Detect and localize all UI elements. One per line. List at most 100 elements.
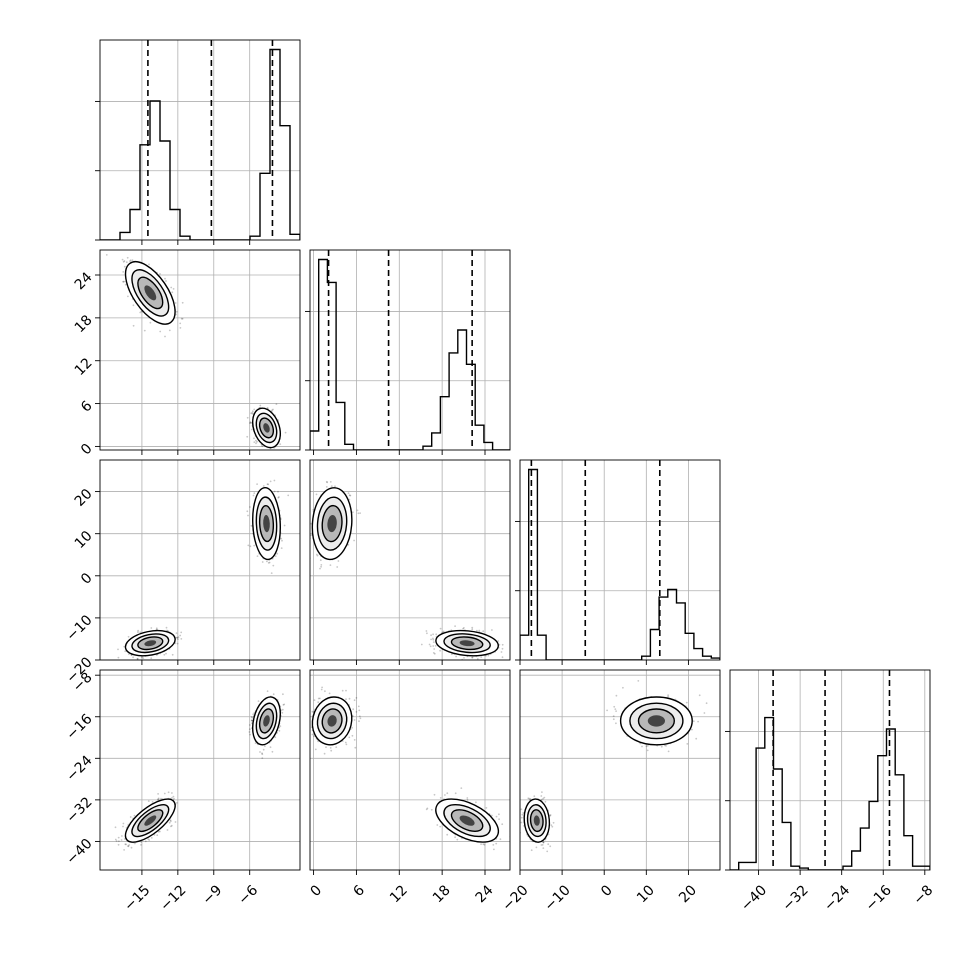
sample-point-2-1 xyxy=(432,641,435,643)
sample-point-1-0 xyxy=(159,273,161,275)
sample-point-3-0 xyxy=(121,835,123,837)
sample-point-1-0 xyxy=(174,302,177,304)
sample-point-2-0 xyxy=(177,636,180,639)
sample-point-2-1 xyxy=(433,652,436,655)
sample-point-2-0 xyxy=(136,657,139,660)
sample-point-2-1 xyxy=(329,564,332,566)
sample-point-1-0 xyxy=(251,411,254,414)
sample-point-3-0 xyxy=(140,841,143,843)
sample-point-2-1 xyxy=(359,512,361,514)
sample-point-2-1 xyxy=(435,633,438,636)
sample-point-1-0 xyxy=(129,259,132,262)
sample-point-2-1 xyxy=(463,627,465,629)
sample-point-2-1 xyxy=(480,662,482,664)
sample-point-2-1 xyxy=(501,656,504,659)
sample-point-2-0 xyxy=(287,494,290,497)
sample-point-1-0 xyxy=(175,310,178,313)
sample-point-3-0 xyxy=(130,846,133,849)
sample-point-1-0 xyxy=(143,329,146,332)
sample-point-2-0 xyxy=(176,636,178,639)
sample-point-1-0 xyxy=(270,451,272,453)
sample-point-2-0 xyxy=(176,636,179,639)
sample-point-2-1 xyxy=(325,486,328,488)
sample-point-1-0 xyxy=(124,283,127,286)
sample-point-2-0 xyxy=(273,490,276,493)
sample-point-3-0 xyxy=(160,797,162,800)
panel-frame-1-1 xyxy=(309,249,511,451)
sample-point-2-1 xyxy=(329,481,332,483)
sample-point-1-0 xyxy=(122,280,125,283)
sample-point-2-0 xyxy=(274,555,277,557)
histogram-2 xyxy=(520,468,720,660)
sample-point-3-0 xyxy=(134,842,136,845)
sample-point-1-0 xyxy=(255,439,257,442)
sample-point-3-0 xyxy=(115,840,118,842)
sample-point-1-0 xyxy=(275,403,278,405)
scatter-3-0 xyxy=(114,690,286,851)
sample-point-2-1 xyxy=(315,553,318,556)
sample-point-3-0 xyxy=(117,836,120,839)
sample-point-2-0 xyxy=(280,547,283,549)
panel-frame-2-1 xyxy=(309,459,511,661)
sample-point-2-1 xyxy=(475,660,477,662)
sample-point-2-0 xyxy=(175,632,178,634)
panel-2-1 xyxy=(309,459,511,665)
density-contour-2-1-1-3 xyxy=(327,515,337,533)
sample-point-2-1 xyxy=(425,630,428,632)
sample-point-2-0 xyxy=(273,479,276,482)
sample-point-3-0 xyxy=(133,814,136,817)
sample-point-2-0 xyxy=(283,524,286,527)
sample-point-2-1 xyxy=(357,512,360,515)
panel-1-1 xyxy=(305,249,511,455)
sample-point-3-0 xyxy=(168,821,171,824)
sample-point-1-0 xyxy=(132,324,135,327)
sample-point-1-0 xyxy=(127,295,129,298)
sample-point-3-0 xyxy=(128,844,131,846)
sample-point-2-1 xyxy=(312,508,315,511)
sample-point-2-0 xyxy=(136,658,139,660)
sample-point-1-0 xyxy=(249,422,251,424)
sample-point-2-0 xyxy=(137,629,140,632)
sample-point-2-0 xyxy=(141,656,143,659)
sample-point-2-0 xyxy=(249,545,252,548)
sample-point-2-1 xyxy=(500,651,503,653)
sample-point-1-0 xyxy=(121,258,124,261)
panel-frame-1-0 xyxy=(99,249,301,451)
sample-point-3-0 xyxy=(163,792,166,795)
sample-point-2-1 xyxy=(471,656,473,659)
panel-frame-0-0 xyxy=(99,39,301,241)
sample-point-2-0 xyxy=(137,631,139,633)
sample-point-2-0 xyxy=(180,631,183,634)
sample-point-2-0 xyxy=(252,494,255,497)
sample-point-3-0 xyxy=(129,816,132,818)
sample-point-2-1 xyxy=(432,633,434,636)
sample-point-2-1 xyxy=(349,494,352,497)
sample-point-3-0 xyxy=(171,797,173,799)
sample-point-1-0 xyxy=(179,322,182,325)
sample-point-2-0 xyxy=(276,552,279,555)
sample-point-3-0 xyxy=(144,840,147,843)
sample-point-2-0 xyxy=(256,555,259,557)
sample-point-2-1 xyxy=(439,627,442,630)
sample-point-2-1 xyxy=(337,560,340,562)
sample-point-2-1 xyxy=(428,643,431,646)
sample-point-2-0 xyxy=(117,656,120,659)
sample-point-2-1 xyxy=(471,628,474,631)
sample-point-1-0 xyxy=(139,311,142,314)
sample-point-2-1 xyxy=(429,645,432,648)
sample-point-2-0 xyxy=(268,561,271,564)
sample-point-1-0 xyxy=(250,428,253,431)
sample-point-1-0 xyxy=(284,431,287,434)
sample-point-2-0 xyxy=(171,653,174,656)
sample-point-1-0 xyxy=(250,412,253,415)
sample-point-2-1 xyxy=(432,637,434,640)
sample-point-2-0 xyxy=(117,648,119,651)
sample-point-1-0 xyxy=(279,443,282,445)
sample-point-2-1 xyxy=(319,567,321,570)
sample-point-2-0 xyxy=(267,562,270,564)
sample-point-2-1 xyxy=(347,492,350,494)
sample-point-3-0 xyxy=(156,798,159,801)
sample-point-3-0 xyxy=(166,829,169,831)
sample-point-2-1 xyxy=(426,632,428,635)
